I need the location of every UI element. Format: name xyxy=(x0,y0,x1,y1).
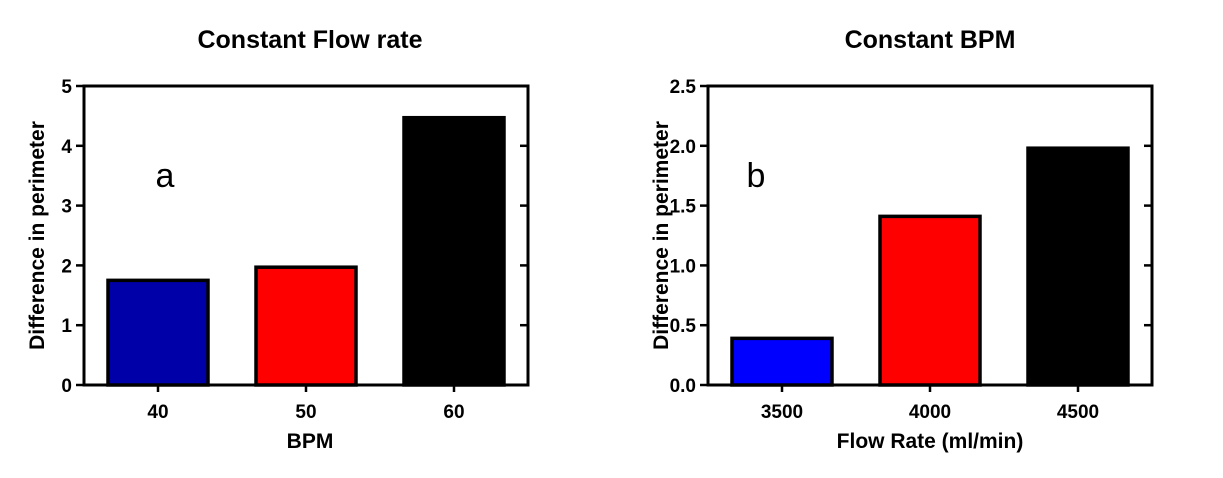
chart-title: Constant Flow rate xyxy=(197,26,422,54)
y-tick-label: 5 xyxy=(61,77,72,98)
y-tick-label: 4 xyxy=(61,137,72,158)
plot-frame xyxy=(82,84,530,387)
x-tick-label: 4000 xyxy=(909,402,951,423)
bar-60 xyxy=(402,115,506,387)
panel-letter: b xyxy=(747,157,766,195)
y-tick-label: 1.0 xyxy=(670,256,696,277)
x-axis-label: BPM xyxy=(287,430,334,453)
y-tick-label: 3 xyxy=(61,197,72,218)
x-axis-label: Flow Rate (ml/min) xyxy=(837,430,1024,453)
bar-40 xyxy=(106,278,210,387)
y-tick-label: 1.5 xyxy=(670,197,697,218)
x-tick-label: 60 xyxy=(443,402,464,423)
bar-4500 xyxy=(1026,146,1130,387)
x-tick-label: 3500 xyxy=(761,402,803,423)
plot-frame xyxy=(706,84,1154,387)
y-tick-label: 0.0 xyxy=(670,376,696,397)
x-tick-label: 50 xyxy=(295,402,316,423)
y-tick-label: 0.5 xyxy=(670,316,697,337)
y-tick-label: 2.0 xyxy=(670,137,696,158)
bar-4000 xyxy=(878,214,982,387)
y-axis-label: Difference in perimeter xyxy=(26,121,49,350)
bar-50 xyxy=(254,265,358,387)
x-tick-label: 4500 xyxy=(1057,402,1099,423)
bar-3500 xyxy=(730,336,834,387)
y-axis-label: Difference in perimeter xyxy=(650,121,673,350)
y-tick-label: 0 xyxy=(61,376,72,397)
panel-letter: a xyxy=(156,157,175,195)
y-tick-label: 2 xyxy=(61,256,72,277)
chart-title: Constant BPM xyxy=(845,26,1016,54)
y-tick-label: 2.5 xyxy=(670,77,697,98)
x-tick-label: 40 xyxy=(147,402,168,423)
y-tick-label: 1 xyxy=(61,316,72,337)
